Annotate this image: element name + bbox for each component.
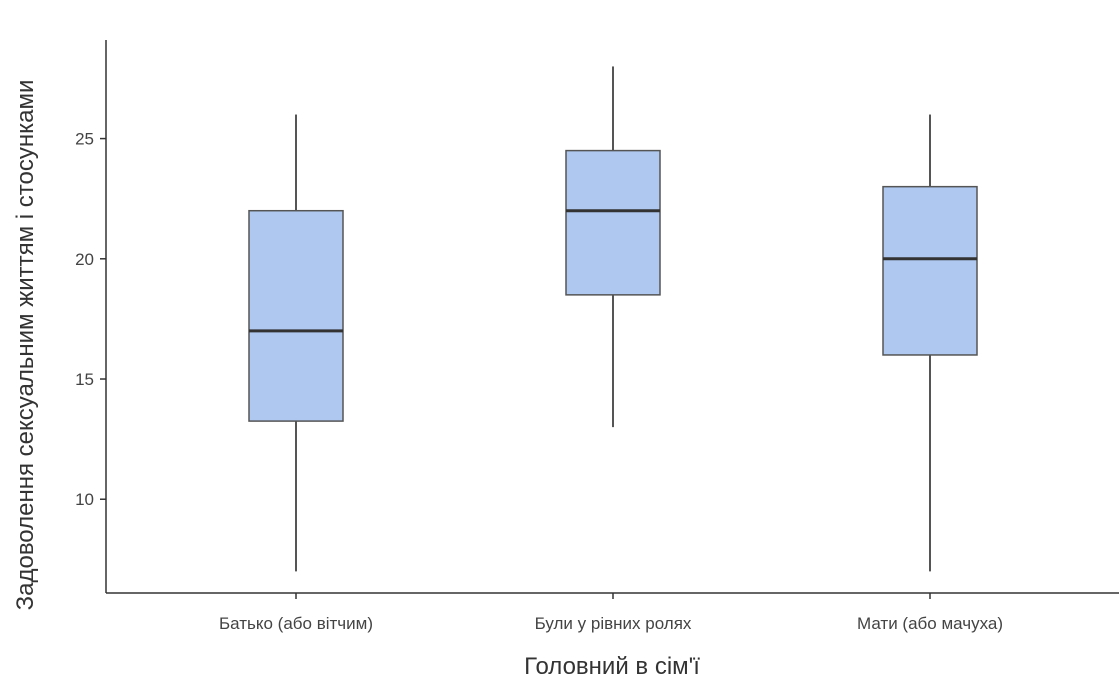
y-tick-label: 20 (75, 250, 94, 269)
box (248, 209, 344, 422)
x-axis-title: Головний в сім'ї (524, 653, 700, 680)
box-group (248, 114, 344, 572)
x-tick-label: Мати (або мачуха) (857, 614, 1003, 633)
box (565, 149, 661, 296)
x-ticks: Батько (або вітчим) Були у рівних ролях Ма… (219, 593, 1003, 633)
y-tick-label: 15 (75, 370, 94, 389)
y-ticks: 10 15 20 25 (75, 130, 106, 509)
box (882, 185, 978, 356)
x-tick-label: Батько (або вітчим) (219, 614, 373, 633)
y-tick-label: 10 (75, 490, 94, 509)
x-tick-label: Були у рівних ролях (535, 614, 692, 633)
box-group (565, 66, 661, 428)
y-axis-title: Задоволення сексуальним життям і стосунк… (12, 80, 39, 611)
box-group (882, 114, 978, 572)
plot-area (248, 66, 978, 572)
y-tick-label: 25 (75, 130, 94, 149)
